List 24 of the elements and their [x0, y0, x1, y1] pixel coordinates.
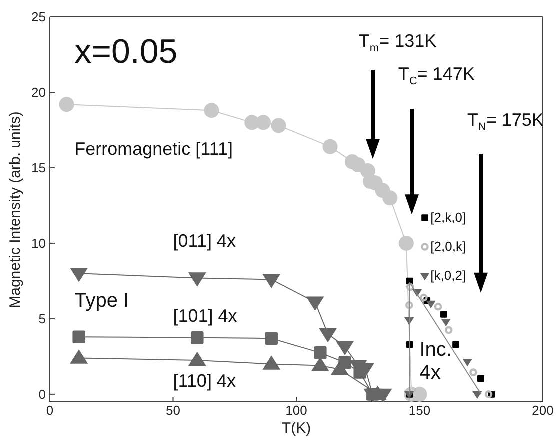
legend-label: [2,k,0] [430, 210, 466, 226]
series-label: [101] 4x [173, 306, 238, 328]
x-tick-label: 100 [286, 403, 308, 418]
x-axis-title: T(K) [280, 420, 312, 437]
series-label: [110] 4x [173, 370, 236, 392]
y-tick-label: 5 [38, 312, 46, 327]
x-tick-label: 150 [408, 403, 431, 418]
series-label: Ferromagnetic [111] [74, 138, 234, 160]
y-axis-title: Magnetic Intensity (arb. units) [6, 110, 25, 310]
y-tick-label: 25 [32, 10, 46, 25]
annotation: Type I [74, 290, 130, 314]
legend-label: [k,0,2] [430, 268, 466, 284]
annotation: x=0.05 [74, 32, 178, 72]
x-tick-label: 200 [532, 403, 554, 418]
y-tick-label: 15 [32, 160, 46, 176]
y-tick-label: 0 [38, 387, 46, 402]
x-tick-label: 50 [166, 403, 180, 418]
annotation: T$_{m}$= 131K [358, 30, 437, 55]
legend-label: [2,0,k] [430, 239, 466, 254]
annotation: Inc. 4x [420, 338, 453, 385]
y-tick-label: 10 [32, 236, 46, 252]
annotation: T$_{C}$= 147K [398, 63, 475, 88]
y-tick-label: 20 [32, 85, 46, 100]
series-label: [011] 4x [173, 230, 236, 252]
